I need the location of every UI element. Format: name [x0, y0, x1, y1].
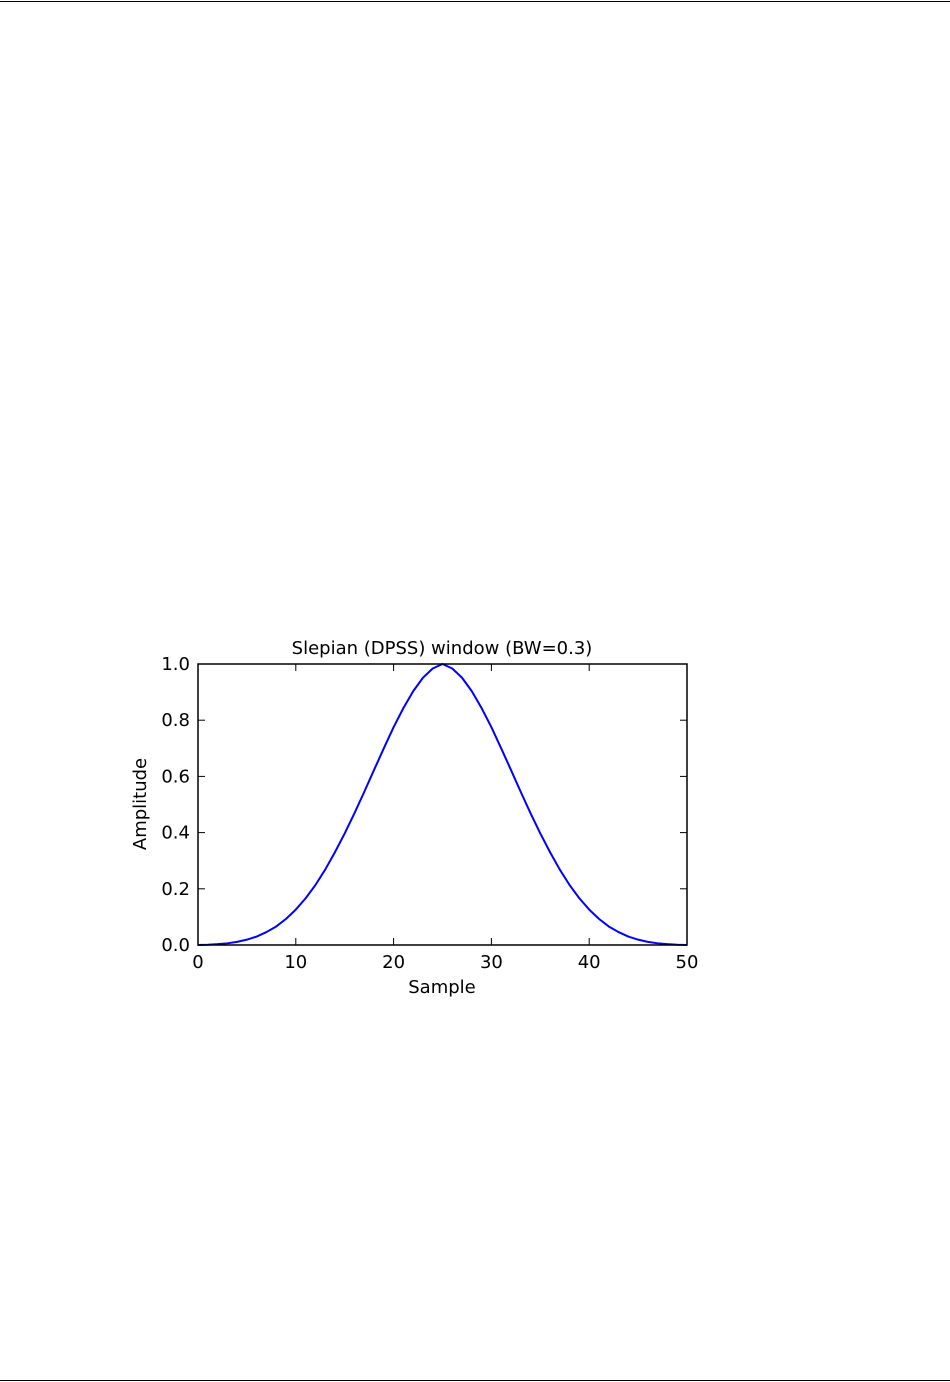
x-tick-label: 20: [382, 952, 405, 973]
y-tick-label: 0.0: [161, 935, 190, 956]
x-tick-label: 10: [284, 952, 307, 973]
y-tick-label: 0.2: [161, 879, 190, 900]
axis-ticks: 0 10 20 30 40 50 0.0 0.2 0.4 0.6 0.8 1.0: [161, 654, 698, 973]
y-tick-label: 0.6: [161, 766, 190, 787]
y-tick-label: 0.8: [161, 710, 190, 731]
y-tick-label: 1.0: [161, 654, 190, 675]
page-bottom-rule: [0, 1380, 950, 1381]
series-line-0: [197, 663, 688, 946]
x-axis-label: Sample: [408, 977, 476, 998]
page-top-rule: [0, 1, 950, 2]
x-tick-label: 0: [192, 952, 203, 973]
axes-frame: [197, 663, 688, 946]
y-tick-label: 0.4: [161, 823, 190, 844]
y-axis-label: Amplitude: [130, 758, 151, 850]
chart-title: Slepian (DPSS) window (BW=0.3): [292, 638, 593, 659]
x-tick-label: 50: [676, 952, 699, 973]
x-tick-label: 30: [480, 952, 503, 973]
plot-area: [197, 663, 688, 946]
x-tick-label: 40: [578, 952, 601, 973]
